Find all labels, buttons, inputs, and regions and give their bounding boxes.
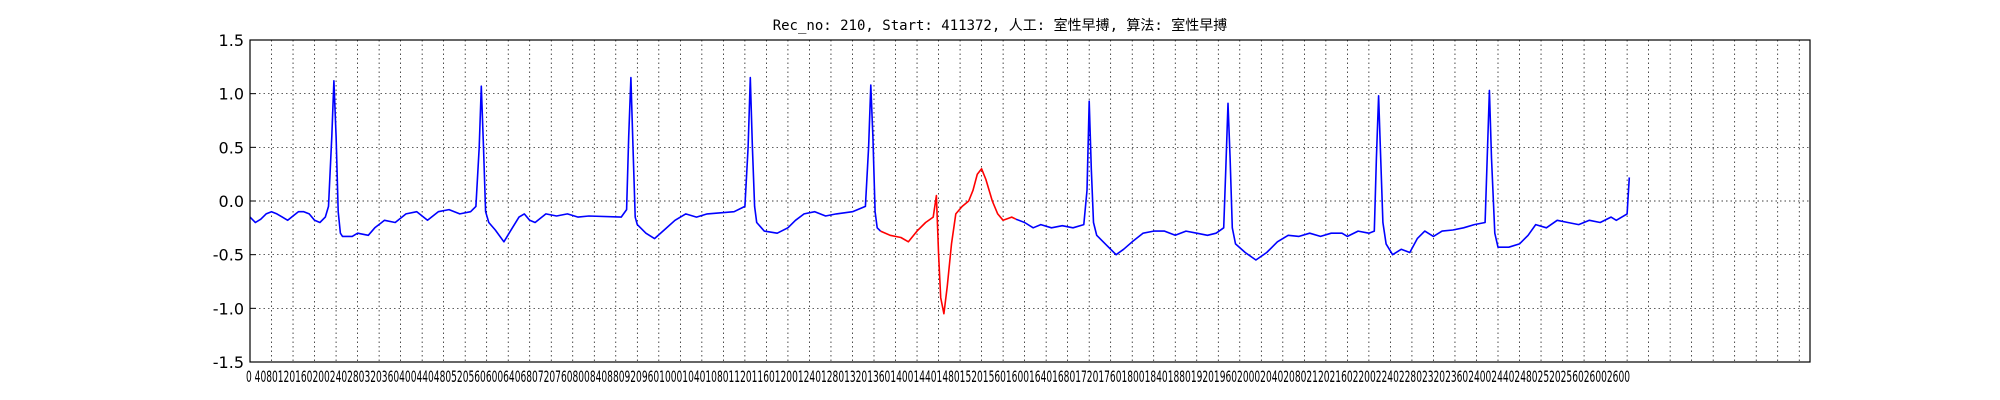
- y-tick-label: -1.0: [213, 299, 244, 318]
- ecg-series-segment-2: [1015, 89, 1631, 261]
- y-tick-label: 0.5: [219, 138, 244, 157]
- chart-title: Rec_no: 210, Start: 411372, 人工: 室性早搏, 算法…: [773, 17, 1228, 34]
- ecg-series-segment-1: [880, 168, 1017, 315]
- y-tick-label: 1.5: [219, 31, 244, 50]
- y-tick-label: 0.0: [219, 192, 244, 211]
- series-layer: [249, 76, 1631, 315]
- y-tick-label: 1.0: [219, 85, 244, 104]
- ecg-series-segment-0: [249, 76, 882, 243]
- y-tick-label: -0.5: [213, 246, 244, 265]
- x-tick-labels: 0 40801201602002402803203604004404805205…: [246, 367, 1630, 386]
- grid-layer: [250, 40, 1810, 362]
- y-tick-label: -1.5: [213, 353, 244, 372]
- y-axis: -1.5 -1.0 -0.5 0.0 0.5 1.0 1.5: [213, 31, 256, 372]
